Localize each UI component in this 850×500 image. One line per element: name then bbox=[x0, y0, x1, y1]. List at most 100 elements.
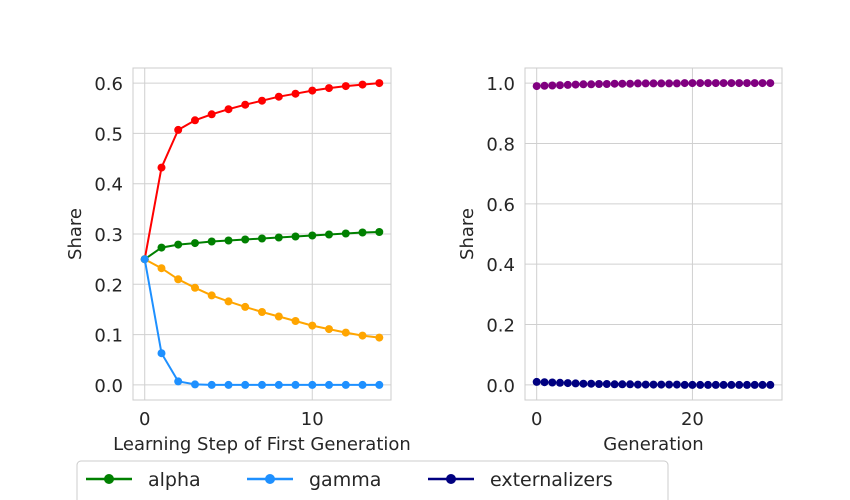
right-series-0-point-27 bbox=[743, 79, 751, 88]
legend-gamma-label: gamma bbox=[309, 469, 381, 491]
legend-alpha-label: alpha bbox=[148, 469, 201, 491]
right-series-0-point-17 bbox=[665, 79, 674, 88]
left-series-1-point-4 bbox=[207, 237, 216, 246]
right-series-0-point-12 bbox=[626, 79, 635, 88]
right-series-1-point-4 bbox=[563, 379, 572, 388]
right-series-1-point-16 bbox=[657, 380, 666, 389]
right-series-0-point-18 bbox=[672, 79, 681, 88]
right-series-1-point-3 bbox=[556, 378, 564, 387]
right-series-1-point-15 bbox=[649, 380, 658, 389]
right-series-1-point-26 bbox=[735, 380, 744, 389]
left-series-2-point-10 bbox=[308, 321, 317, 330]
right-series-0-point-26 bbox=[735, 79, 744, 88]
right-series-0-point-10 bbox=[610, 79, 619, 88]
legend: alpha gamma externalizers bbox=[76, 460, 669, 500]
left-series-3-point-0 bbox=[140, 255, 149, 264]
right-series-1-point-20 bbox=[688, 380, 697, 389]
right-series-1-point-28 bbox=[750, 380, 759, 389]
left-series-1-point-3 bbox=[191, 239, 199, 248]
right-series-0-point-24 bbox=[719, 79, 728, 88]
legend-frame bbox=[76, 460, 669, 500]
left-series-0-point-7 bbox=[258, 96, 266, 105]
left-series-2-point-7 bbox=[258, 308, 266, 316]
right-series-0-point-22 bbox=[704, 79, 712, 88]
left-series-2-point-3 bbox=[191, 283, 199, 292]
left-series-2-line bbox=[144, 258, 380, 339]
legend-gamma-marker bbox=[265, 474, 275, 484]
right-chart-panel: 0.0 0.2 0.4 0.6 0.8 1.0 0 20 Generation Share bbox=[457, 67, 783, 455]
left-chart-panel: 0.0 0.1 0.2 0.3 0.4 0.5 0.6 0 10 Learning Step of… bbox=[65, 67, 411, 455]
right-xtick-label-0: 0 bbox=[531, 409, 542, 430]
left-series-3-point-8 bbox=[274, 380, 283, 389]
left-series-0-point-12 bbox=[341, 82, 350, 91]
left-series-3-point-7 bbox=[258, 380, 266, 389]
left-series-2-point-14 bbox=[375, 333, 384, 342]
right-ytick-label-1: 0.2 bbox=[486, 316, 515, 337]
left-series-3-point-5 bbox=[224, 380, 233, 389]
left-ytick-label-4: 0.4 bbox=[94, 175, 123, 196]
left-series-1-point-13 bbox=[358, 228, 367, 237]
left-series-0-point-3 bbox=[191, 116, 199, 125]
left-xtick-label-1: 10 bbox=[301, 409, 324, 430]
right-series-1-point-5 bbox=[571, 379, 580, 388]
left-series-0-point-2 bbox=[174, 125, 183, 134]
right-series-1-point-6 bbox=[579, 379, 588, 388]
right-plot-frame bbox=[524, 67, 783, 401]
right-series-0-point-14 bbox=[641, 79, 650, 88]
right-series-1-point-12 bbox=[626, 380, 635, 389]
right-series-1-point-18 bbox=[672, 380, 681, 389]
left-series-1-point-12 bbox=[341, 229, 350, 238]
right-series-1-point-2 bbox=[548, 378, 557, 387]
right-series-0-point-1 bbox=[540, 81, 549, 90]
right-series-1-point-11 bbox=[618, 380, 627, 389]
left-series-3-point-14 bbox=[375, 380, 384, 389]
right-y-axis-label: Share bbox=[457, 208, 478, 260]
left-series-2-point-4 bbox=[207, 291, 216, 300]
right-series-1-point-19 bbox=[680, 380, 689, 389]
left-series-2-point-12 bbox=[341, 328, 350, 337]
left-series-1-point-14 bbox=[375, 228, 384, 236]
right-series-1-point-27 bbox=[743, 380, 751, 389]
right-series-0-point-11 bbox=[618, 79, 627, 88]
left-series-3-point-11 bbox=[325, 380, 333, 389]
right-series-0-point-9 bbox=[602, 80, 611, 88]
left-series-3-point-10 bbox=[308, 380, 317, 389]
right-series-0-point-2 bbox=[548, 81, 557, 90]
right-series-1-point-23 bbox=[711, 380, 720, 389]
right-series-1-point-9 bbox=[602, 380, 611, 388]
left-series-2-point-1 bbox=[157, 264, 166, 273]
left-series-2-point-11 bbox=[325, 325, 333, 334]
left-series-3-point-1 bbox=[157, 349, 166, 358]
left-series-0-point-6 bbox=[241, 100, 250, 109]
left-series-2-point-13 bbox=[358, 331, 367, 340]
right-series-1-point-30 bbox=[766, 380, 775, 389]
left-series-1-point-8 bbox=[274, 233, 283, 242]
left-ytick-label-1: 0.1 bbox=[94, 326, 123, 347]
left-series-3-point-3 bbox=[191, 380, 199, 389]
right-ytick-label-0: 0.0 bbox=[486, 376, 515, 397]
right-series-1-point-1 bbox=[540, 378, 549, 387]
left-ytick-label-0: 0.0 bbox=[94, 376, 123, 397]
left-ytick-label-5: 0.5 bbox=[94, 124, 123, 145]
right-ytick-label-3: 0.6 bbox=[486, 195, 515, 216]
right-series-0-point-19 bbox=[680, 79, 689, 88]
right-series-0-point-8 bbox=[595, 80, 603, 88]
legend-alpha-marker bbox=[104, 474, 114, 484]
left-series-3-point-9 bbox=[291, 380, 300, 389]
left-series-0-point-11 bbox=[325, 84, 333, 93]
right-ytick-label-5: 1.0 bbox=[486, 74, 515, 95]
left-series-0-point-10 bbox=[308, 86, 317, 95]
legend-externalizers-marker bbox=[446, 474, 456, 484]
right-series-0-point-20 bbox=[688, 79, 697, 88]
left-series-0-point-8 bbox=[274, 92, 283, 101]
right-ytick-label-4: 0.8 bbox=[486, 134, 515, 155]
right-series-0-point-25 bbox=[727, 79, 736, 88]
left-y-axis-label: Share bbox=[65, 208, 86, 260]
legend-externalizers-label: externalizers bbox=[490, 469, 613, 491]
left-series-0-point-5 bbox=[224, 105, 233, 114]
right-series-0-point-4 bbox=[563, 80, 572, 89]
right-series-1-point-13 bbox=[633, 380, 642, 389]
right-series-0-point-3 bbox=[556, 81, 564, 90]
left-series-2-point-5 bbox=[224, 297, 233, 306]
